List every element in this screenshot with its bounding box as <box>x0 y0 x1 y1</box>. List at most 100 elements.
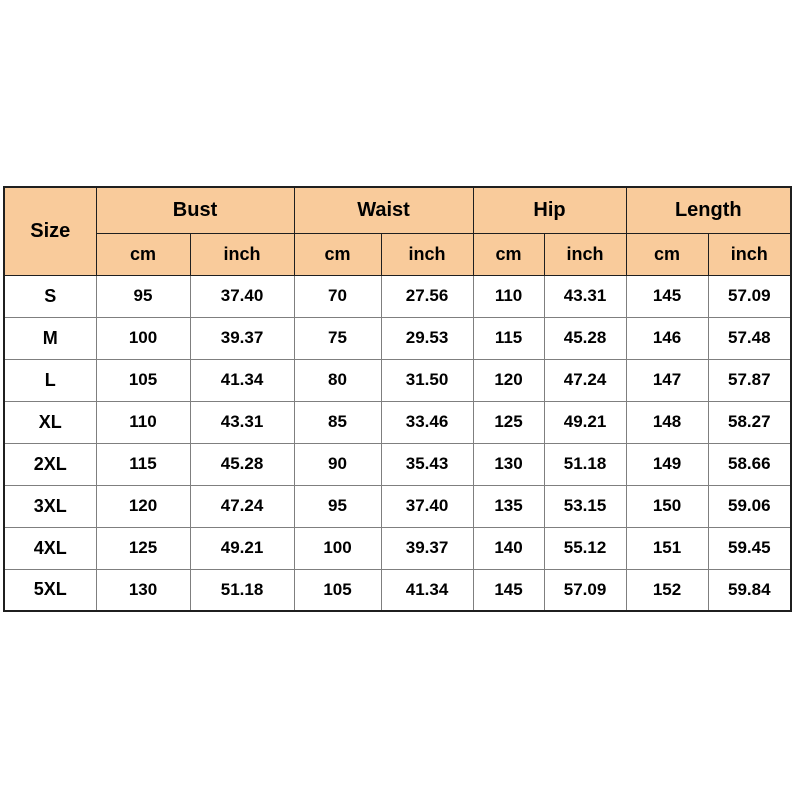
size-cell: L <box>3 358 97 402</box>
measurement-cell: 51.18 <box>189 568 295 612</box>
measurement-cell: 95 <box>95 274 191 318</box>
column-header-size: Size <box>3 186 97 276</box>
measurement-cell: 140 <box>472 526 545 570</box>
size-cell: 3XL <box>3 484 97 528</box>
measurement-cell: 29.53 <box>380 316 474 360</box>
size-chart-container: Size Bust Waist Hip Length cm inch cm in… <box>3 186 793 612</box>
table-row: M 100 39.37 75 29.53 115 45.28 146 57.48 <box>3 316 792 360</box>
measurement-cell: 95 <box>293 484 382 528</box>
unit-header-length-inch: inch <box>707 232 792 276</box>
column-header-hip: Hip <box>472 186 627 234</box>
measurement-cell: 125 <box>472 400 545 444</box>
measurement-cell: 55.12 <box>543 526 627 570</box>
measurement-cell: 150 <box>625 484 709 528</box>
measurement-cell: 49.21 <box>543 400 627 444</box>
measurement-cell: 120 <box>95 484 191 528</box>
measurement-cell: 35.43 <box>380 442 474 486</box>
measurement-cell: 33.46 <box>380 400 474 444</box>
measurement-cell: 105 <box>293 568 382 612</box>
measurement-cell: 41.34 <box>380 568 474 612</box>
measurement-cell: 45.28 <box>189 442 295 486</box>
size-cell: XL <box>3 400 97 444</box>
measurement-cell: 59.06 <box>707 484 792 528</box>
measurement-cell: 39.37 <box>380 526 474 570</box>
measurement-cell: 115 <box>95 442 191 486</box>
measurement-cell: 130 <box>472 442 545 486</box>
measurement-cell: 135 <box>472 484 545 528</box>
header-unit-row: cm inch cm inch cm inch cm inch <box>4 232 792 276</box>
measurement-cell: 59.84 <box>707 568 792 612</box>
table-row: S 95 37.40 70 27.56 110 43.31 145 57.09 <box>3 274 792 318</box>
measurement-cell: 110 <box>472 274 545 318</box>
size-chart-table: Size Bust Waist Hip Length cm inch cm in… <box>3 186 793 612</box>
measurement-cell: 59.45 <box>707 526 792 570</box>
table-row: XL 110 43.31 85 33.46 125 49.21 148 58.27 <box>3 400 792 444</box>
measurement-cell: 49.21 <box>189 526 295 570</box>
measurement-cell: 57.87 <box>707 358 792 402</box>
measurement-cell: 130 <box>95 568 191 612</box>
measurement-cell: 100 <box>293 526 382 570</box>
table-row: 3XL 120 47.24 95 37.40 135 53.15 150 59.06 <box>3 484 792 528</box>
unit-header-bust-inch: inch <box>189 232 295 276</box>
table-row: L 105 41.34 80 31.50 120 47.24 147 57.87 <box>3 358 792 402</box>
measurement-cell: 75 <box>293 316 382 360</box>
measurement-cell: 53.15 <box>543 484 627 528</box>
unit-header-hip-cm: cm <box>472 232 545 276</box>
measurement-cell: 110 <box>95 400 191 444</box>
unit-header-waist-inch: inch <box>380 232 474 276</box>
column-header-length: Length <box>625 186 792 234</box>
measurement-cell: 105 <box>95 358 191 402</box>
measurement-cell: 148 <box>625 400 709 444</box>
unit-header-waist-cm: cm <box>293 232 382 276</box>
size-cell: 5XL <box>3 568 97 612</box>
table-row: 2XL 115 45.28 90 35.43 130 51.18 149 58.66 <box>3 442 792 486</box>
measurement-cell: 70 <box>293 274 382 318</box>
measurement-cell: 31.50 <box>380 358 474 402</box>
measurement-cell: 125 <box>95 526 191 570</box>
measurement-cell: 149 <box>625 442 709 486</box>
measurement-cell: 37.40 <box>189 274 295 318</box>
measurement-cell: 115 <box>472 316 545 360</box>
measurement-cell: 120 <box>472 358 545 402</box>
measurement-cell: 57.09 <box>707 274 792 318</box>
measurement-cell: 100 <box>95 316 191 360</box>
measurement-cell: 151 <box>625 526 709 570</box>
size-cell: M <box>3 316 97 360</box>
measurement-cell: 145 <box>625 274 709 318</box>
unit-header-bust-cm: cm <box>95 232 191 276</box>
measurement-cell: 90 <box>293 442 382 486</box>
measurement-cell: 39.37 <box>189 316 295 360</box>
measurement-cell: 57.09 <box>543 568 627 612</box>
measurement-cell: 43.31 <box>543 274 627 318</box>
column-header-waist: Waist <box>293 186 474 234</box>
measurement-cell: 37.40 <box>380 484 474 528</box>
measurement-cell: 145 <box>472 568 545 612</box>
measurement-cell: 80 <box>293 358 382 402</box>
measurement-cell: 58.27 <box>707 400 792 444</box>
size-cell: 2XL <box>3 442 97 486</box>
table-row: 5XL 130 51.18 105 41.34 145 57.09 152 59.84 <box>3 568 792 612</box>
size-table-body: S 95 37.40 70 27.56 110 43.31 145 57.09 M 100 39.37… <box>3 274 792 612</box>
measurement-cell: 41.34 <box>189 358 295 402</box>
measurement-cell: 51.18 <box>543 442 627 486</box>
measurement-cell: 58.66 <box>707 442 792 486</box>
measurement-cell: 57.48 <box>707 316 792 360</box>
measurement-cell: 85 <box>293 400 382 444</box>
unit-header-hip-inch: inch <box>543 232 627 276</box>
measurement-cell: 45.28 <box>543 316 627 360</box>
unit-header-length-cm: cm <box>625 232 709 276</box>
table-header: Size Bust Waist Hip Length cm inch cm in… <box>3 186 792 276</box>
table-row: 4XL 125 49.21 100 39.37 140 55.12 151 59.45 <box>3 526 792 570</box>
size-cell: 4XL <box>3 526 97 570</box>
measurement-cell: 47.24 <box>189 484 295 528</box>
column-header-bust: Bust <box>95 186 295 234</box>
measurement-cell: 43.31 <box>189 400 295 444</box>
measurement-cell: 146 <box>625 316 709 360</box>
measurement-cell: 152 <box>625 568 709 612</box>
header-group-row: Size Bust Waist Hip Length <box>3 186 792 276</box>
measurement-cell: 27.56 <box>380 274 474 318</box>
size-cell: S <box>3 274 97 318</box>
measurement-cell: 47.24 <box>543 358 627 402</box>
measurement-cell: 147 <box>625 358 709 402</box>
